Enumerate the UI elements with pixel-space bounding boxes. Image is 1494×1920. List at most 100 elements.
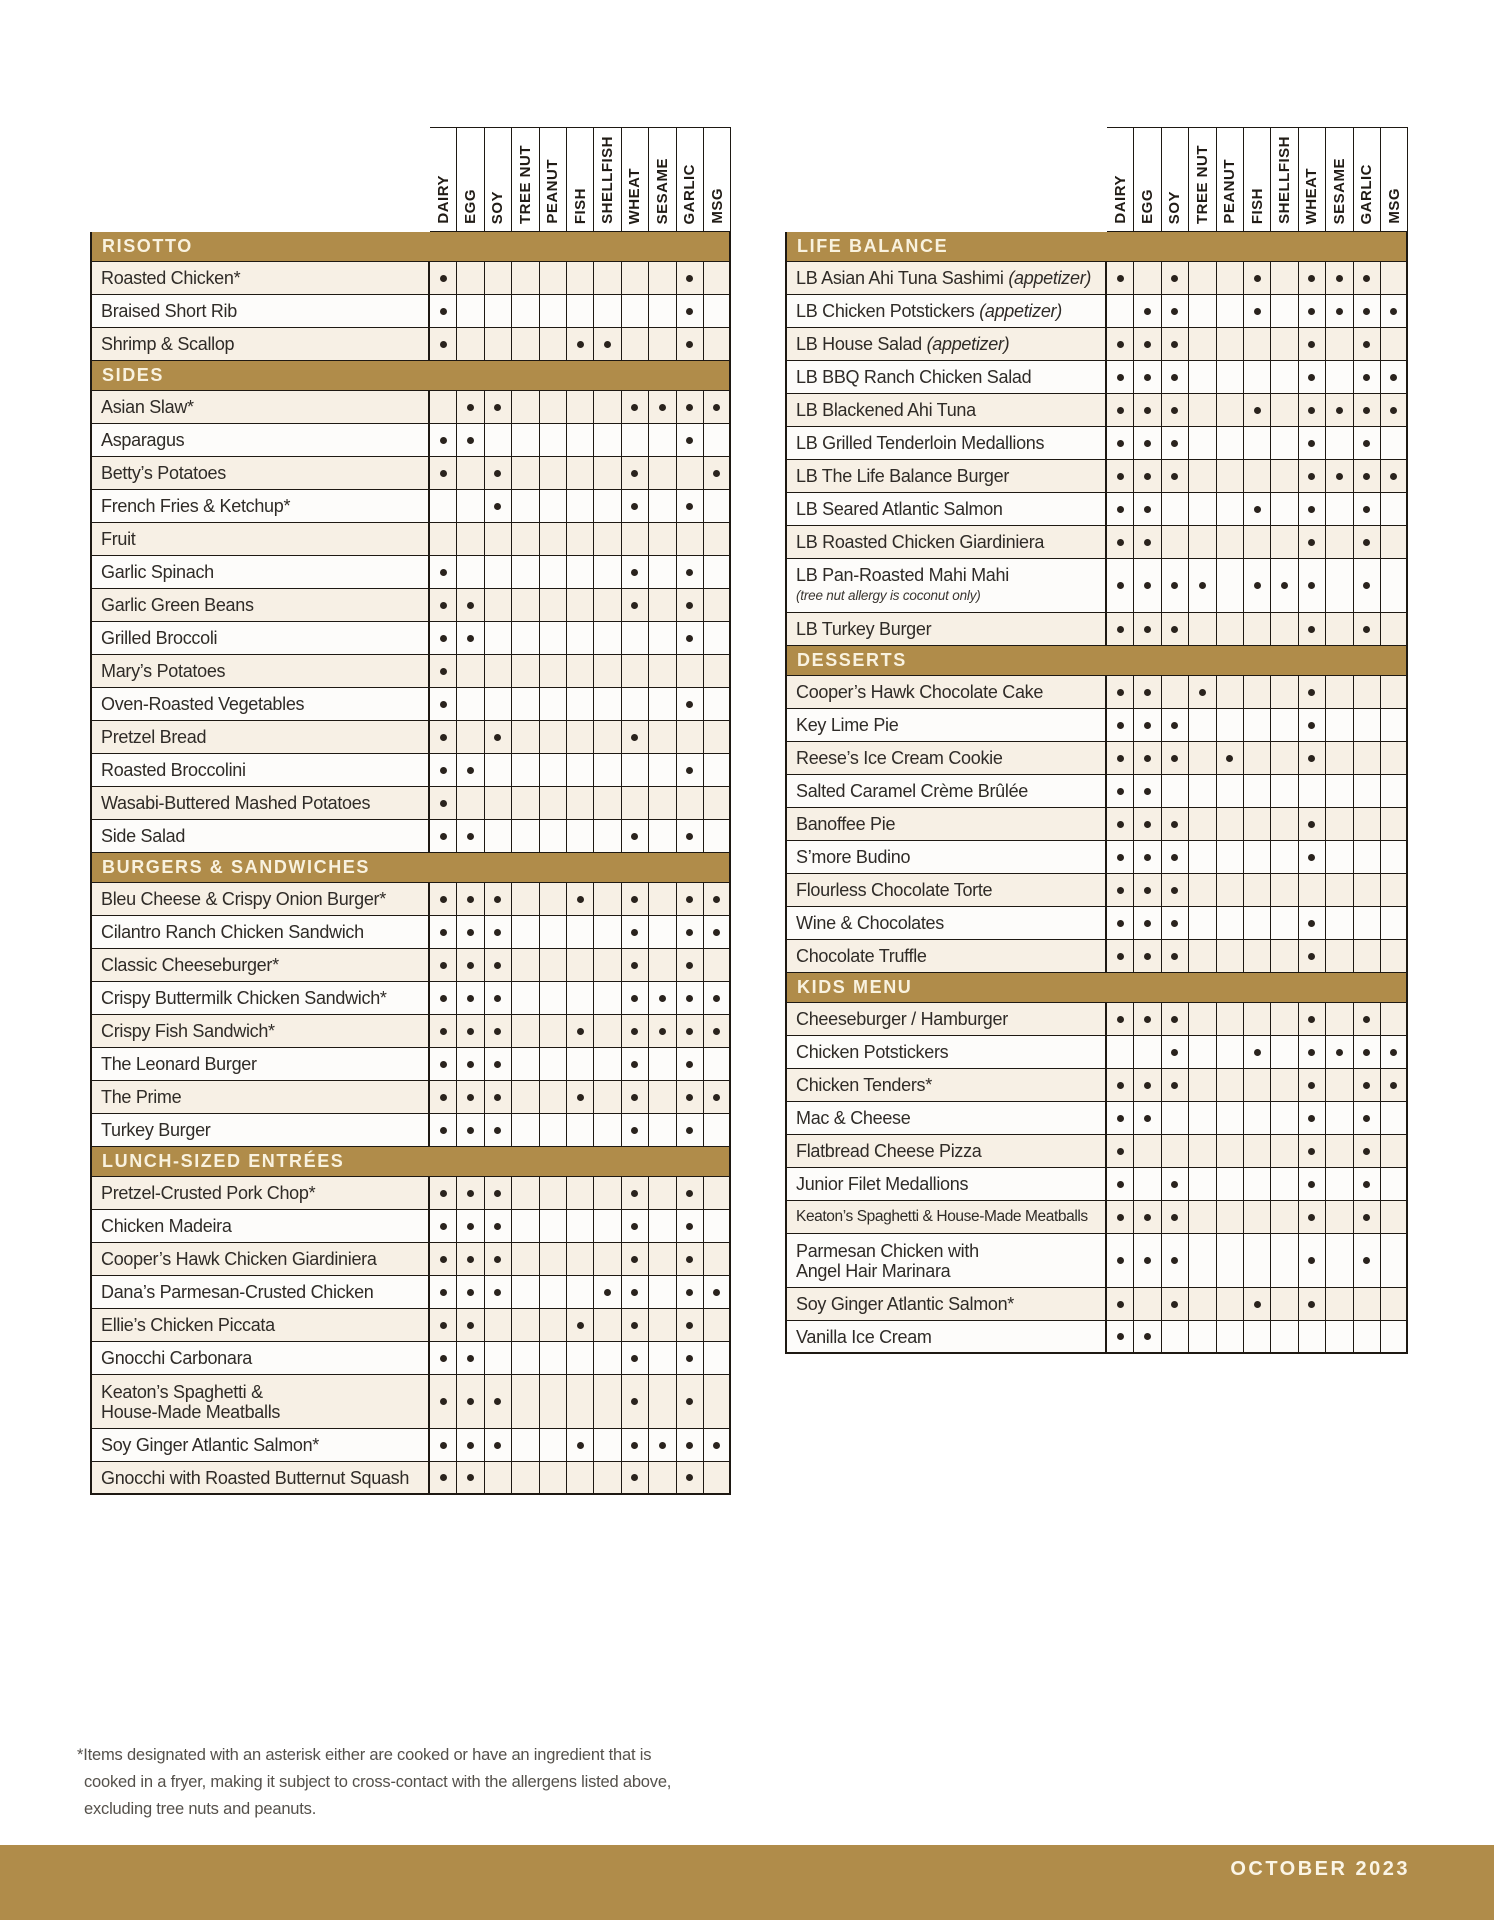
allergen-cell-fish	[1243, 295, 1272, 328]
allergen-cell-wheat	[1298, 295, 1327, 328]
allergen-dot	[494, 1189, 502, 1197]
allergen-cell-shellfish	[594, 883, 622, 916]
column-header-label: WHEAT	[1303, 167, 1321, 224]
allergen-cell-msg	[703, 1210, 732, 1243]
allergen-cell-soy	[1161, 907, 1190, 940]
allergen-cell-egg	[1134, 775, 1162, 808]
allergen-cell-dairy	[430, 589, 458, 622]
allergen-cell-shellfish	[594, 424, 622, 457]
allergen-dot	[1308, 307, 1316, 315]
menu-item-name: Asian Slaw*	[101, 397, 194, 417]
allergen-cell-fish	[566, 1081, 595, 1114]
menu-item-label: Reese’s Ice Cream Cookie	[785, 742, 1107, 775]
menu-item-name: Turkey Burger	[101, 1120, 211, 1140]
allergen-dot	[467, 1441, 475, 1449]
menu-item-label: Turkey Burger	[90, 1114, 430, 1147]
allergen-cell-tree-nut	[512, 1342, 540, 1375]
allergen-cell-sesame	[1326, 361, 1354, 394]
column-header-wheat: WHEAT	[621, 127, 650, 232]
allergen-cell-peanut	[539, 1177, 567, 1210]
allergen-dot	[467, 1474, 475, 1481]
allergen-cell-dairy	[430, 391, 458, 424]
menu-item-label: Gnocchi Carbonara	[90, 1342, 430, 1375]
allergen-cell-egg	[1134, 1234, 1162, 1288]
allergen-cell-wheat	[1298, 1135, 1327, 1168]
allergen-dot	[631, 568, 639, 576]
allergen-dot	[1144, 1081, 1152, 1089]
section-band: RISOTTO	[90, 232, 732, 262]
allergen-cell-soy	[484, 949, 513, 982]
allergen-cell-fish	[566, 523, 595, 556]
allergen-dot	[1171, 1015, 1179, 1023]
allergen-cell-msg	[703, 589, 732, 622]
allergen-cell-egg	[457, 820, 485, 853]
allergen-cell-wheat	[1298, 808, 1327, 841]
allergen-dot	[1116, 787, 1124, 795]
allergen-cell-shellfish	[594, 622, 622, 655]
allergen-dot	[439, 700, 447, 708]
menu-item-name: The Leonard Burger	[101, 1054, 257, 1074]
allergen-dot	[1335, 406, 1343, 414]
allergen-cell-wheat	[1298, 1102, 1327, 1135]
allergen-cell-dairy	[430, 457, 458, 490]
allergen-cell-soy	[1161, 775, 1190, 808]
allergen-cell-egg	[457, 490, 485, 523]
allergen-cell-shellfish	[594, 1177, 622, 1210]
allergen-cell-garlic	[1353, 328, 1381, 361]
menu-item-suffix: (appetizer)	[926, 334, 1010, 354]
menu-item-name: Junior Filet Medallions	[796, 1174, 969, 1194]
allergen-cell-shellfish	[1271, 1321, 1299, 1354]
allergen-cell-soy	[1161, 742, 1190, 775]
menu-item-label: Salted Caramel Crème Brûlée	[785, 775, 1107, 808]
allergen-dot	[1171, 1257, 1179, 1264]
allergen-cell-shellfish	[1271, 1003, 1299, 1036]
allergen-cell-tree-nut	[1189, 676, 1217, 709]
allergen-cell-peanut	[539, 754, 567, 787]
allergen-cell-egg	[1134, 1069, 1162, 1102]
allergen-cell-garlic	[676, 754, 704, 787]
menu-item-name: The Prime	[101, 1087, 182, 1107]
allergen-cell-shellfish	[594, 949, 622, 982]
allergen-dot	[1116, 853, 1124, 861]
allergen-cell-fish	[566, 1015, 595, 1048]
column-header-label: PEANUT	[544, 159, 562, 224]
allergen-dot	[1116, 1300, 1124, 1308]
allergen-cell-tree-nut	[512, 589, 540, 622]
allergen-cell-tree-nut	[1189, 262, 1217, 295]
allergen-dot	[467, 403, 475, 411]
allergen-cell-peanut	[539, 1276, 567, 1309]
allergen-cell-sesame	[1326, 1102, 1354, 1135]
allergen-cell-msg	[703, 523, 732, 556]
allergen-dot	[1171, 754, 1179, 762]
allergen-cell-dairy	[1107, 295, 1135, 328]
allergen-dot	[631, 1474, 639, 1481]
header-spacer	[90, 127, 430, 232]
allergen-cell-soy	[484, 1015, 513, 1048]
allergen-cell-sesame	[649, 556, 677, 589]
menu-item-label: Wine & Chocolates	[785, 907, 1107, 940]
allergen-cell-wheat	[1298, 262, 1327, 295]
allergen-dot	[494, 1093, 502, 1101]
allergen-cell-msg	[703, 787, 732, 820]
allergen-dot	[713, 1027, 721, 1035]
allergen-cell-sesame	[1326, 709, 1354, 742]
allergen-cell-msg	[703, 391, 732, 424]
allergen-cell-peanut	[539, 589, 567, 622]
allergen-dot	[713, 928, 721, 936]
allergen-cell-tree-nut	[1189, 742, 1217, 775]
allergen-cell-egg	[1134, 361, 1162, 394]
allergen-cell-peanut	[539, 1309, 567, 1342]
column-header-soy: SOY	[1161, 127, 1190, 232]
column-header-egg: EGG	[457, 127, 485, 232]
allergen-cell-tree-nut	[512, 688, 540, 721]
column-header-label: SHELLFISH	[1276, 136, 1294, 224]
allergen-cell-egg	[1134, 427, 1162, 460]
allergen-cell-sesame	[1326, 742, 1354, 775]
allergen-cell-peanut	[1216, 808, 1244, 841]
allergen-cell-peanut	[539, 1462, 567, 1495]
section-band: DESSERTS	[785, 646, 1409, 676]
allergen-dot	[1144, 952, 1152, 960]
allergen-cell-wheat	[621, 655, 650, 688]
menu-item-label: LB Chicken Potstickers (appetizer)	[785, 295, 1107, 328]
allergen-cell-msg	[703, 1081, 732, 1114]
